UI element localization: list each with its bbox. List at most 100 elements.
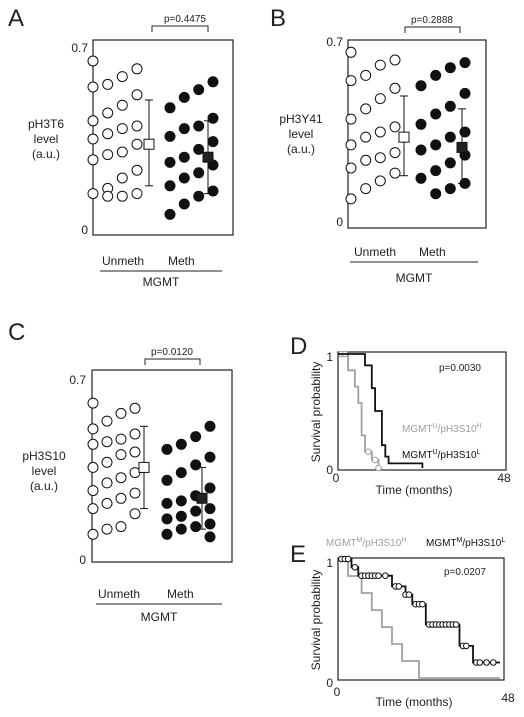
panel-e-legend-0-mid: /pH3S10 (362, 538, 401, 549)
panel-a-unmeth-point (116, 172, 128, 184)
panel-c-meth-point (204, 482, 216, 494)
panel-d-pvalue: p=0.0030 (439, 363, 481, 374)
panel-d-curve-1 (338, 353, 424, 468)
panel-c-unmeth-point (87, 485, 99, 497)
panel-a-unmeth-point (131, 63, 143, 75)
panel-c-group-label-unmeth: Unmeth (98, 587, 140, 601)
panel-c-ytick-top: 0.7 (69, 373, 86, 387)
panel-e-legend-1-sup1: M (457, 537, 463, 544)
panel-a-mgmt-label: MGMT (143, 275, 180, 289)
panel-e-censor-mark-1 (476, 659, 484, 666)
panel-b-label: B (270, 5, 286, 32)
panel-b-pvalue-bracket (404, 26, 461, 33)
panel-a-ylabel-line-2: (a.u.) (32, 147, 60, 161)
panel-c-unmeth-point (87, 528, 99, 540)
panel-b-plot-frame (347, 39, 487, 229)
panel-a-unmeth-point (87, 55, 99, 67)
panel-b-unmeth-mean-marker (398, 131, 410, 143)
panel-e-ytick-top: 1 (326, 556, 333, 570)
panel-d-censor-mark-0 (365, 448, 372, 456)
panel-b-meth-point (459, 57, 471, 69)
panel-c-unmeth-point (101, 497, 113, 509)
panel-b-unmeth-point (374, 152, 386, 164)
panel-e-censor-mark-1 (351, 564, 359, 571)
panel-a-unmeth-point (131, 188, 143, 200)
panel-a-unmeth-mean-marker (143, 138, 155, 150)
panel-c-meth-mean-marker (196, 492, 208, 504)
panel-a-unmeth-point (87, 115, 99, 127)
panel-d-legend-0: MGMTU/pH3S10H (402, 423, 482, 435)
panel-c-unmeth-point (115, 449, 127, 461)
panel-d-legend-1-mid: /pH3S10 (438, 450, 477, 461)
panel-a-unmeth-point (102, 190, 114, 202)
panel-a-unmeth-point (87, 188, 99, 200)
panel-a-pvalue-bracket (151, 25, 209, 32)
panel-b-meth-point (444, 131, 456, 143)
panel-e-censor-mark-1 (463, 642, 470, 650)
panel-c-meth-point (175, 523, 187, 535)
panel-b-ytick-top: 0.7 (326, 35, 343, 49)
panel-c-meth-point (175, 467, 187, 479)
panel-e-ytick-bottom: 0 (326, 676, 333, 690)
panel-e-xtick-0: 0 (334, 685, 341, 699)
panel-a-unmeth-point (87, 133, 99, 145)
panel-a-meth-point (207, 185, 219, 197)
panel-c-meth-point (204, 503, 216, 515)
panel-c-unmeth-point (87, 503, 99, 515)
panel-e-xlabel: Time (months) (376, 695, 453, 709)
panel-e-ylabel: Survival probability (309, 570, 323, 671)
panel-c-meth-point (190, 431, 202, 443)
panel-a-meth-point (207, 112, 219, 124)
panel-c-unmeth-point (129, 508, 141, 520)
panel-c-meth-point (161, 497, 173, 509)
panel-c-unmeth-point (115, 407, 127, 419)
panel-c-meth-point (190, 505, 202, 517)
panel-d-ytick-bottom: 0 (326, 463, 333, 477)
panel-a-unmeth-point (102, 78, 114, 90)
panel-c-pvalue-bracket (144, 358, 201, 365)
panel-c-unmeth-point (115, 472, 127, 484)
panel-a-meth-point (164, 156, 176, 168)
panel-b-meth-point (430, 108, 442, 120)
panel-c-ylabel-line-0: pH3S10 (22, 449, 66, 463)
panel-b-ylabel-line-0: pH3Y41 (279, 112, 323, 126)
panel-e-legend-1: MGMTM/pH3S10L (426, 537, 505, 549)
panel-e-legend-1-mid: /pH3S10 (462, 538, 501, 549)
panel-a-unmeth-point (116, 71, 128, 83)
panel-b-unmeth-point (360, 154, 372, 166)
panel-c-ytick-bottom: 0 (79, 553, 86, 567)
panel-b-pvalue: p=0.2888 (411, 15, 453, 26)
panel-c-ylabel-line-2: (a.u.) (30, 479, 58, 493)
panel-a-meth-point (164, 130, 176, 142)
panel-b-unmeth-point (389, 82, 401, 94)
panel-d-label: D (290, 333, 307, 360)
panel-c-unmeth-point (101, 523, 113, 535)
panel-a-unmeth-point (116, 123, 128, 135)
panel-b-unmeth-point (345, 46, 357, 58)
panel-b-meth-point (444, 62, 456, 74)
panel-d-legend-0-text: MGMT (402, 424, 433, 435)
panel-c-unmeth-point (115, 492, 127, 504)
panel-b-meth-point (430, 69, 442, 81)
panel-b-meth-point (415, 80, 427, 92)
panel-a-meth-point (193, 143, 205, 155)
panel-c-unmeth-point (101, 456, 113, 468)
panel-e-pvalue: p=0.0207 (444, 567, 486, 578)
panel-d-legend-1-sup1: U (433, 449, 438, 456)
panel-c-unmeth-mean-marker (138, 461, 150, 473)
panel-b-unmeth-point (345, 139, 357, 151)
panel-c-meth-point (175, 510, 187, 522)
panel-e-legend-1-text: MGMT (426, 538, 457, 549)
panel-d-legend-0-sup2: H (477, 423, 482, 430)
panel-c-meth-point (161, 443, 173, 455)
panel-c-meth-point (175, 495, 187, 507)
panel-a-unmeth-point (131, 89, 143, 101)
panel-a-meth-point (164, 102, 176, 114)
panel-b-unmeth-point (389, 167, 401, 179)
panel-e-censor-mark-1 (395, 583, 403, 590)
panel-c-meth-point (204, 531, 216, 543)
panel-b-ylabel-line-2: (a.u.) (287, 142, 315, 156)
panel-b-meth-point (430, 139, 442, 151)
panel-b-unmeth-point (345, 75, 357, 87)
